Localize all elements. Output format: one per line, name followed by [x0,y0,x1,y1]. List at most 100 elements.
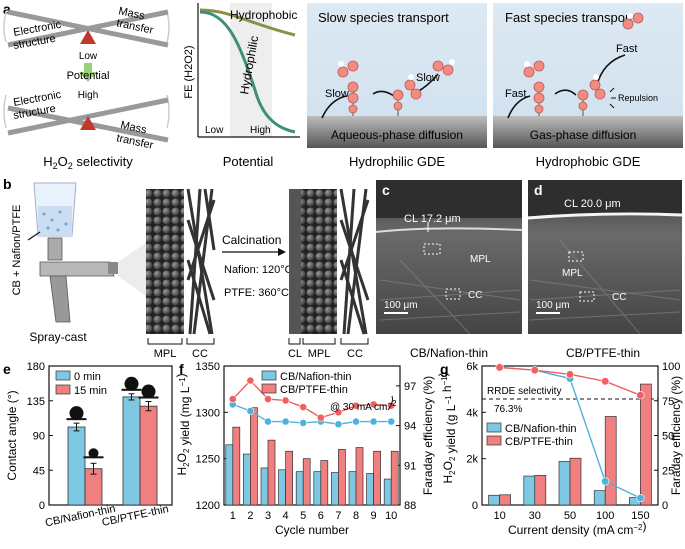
chart-f-point [246,407,255,415]
chart-f-annotation: @ 30 mA cm−2 [330,399,397,413]
fe-plot-ylabel: FE (H2O2) [183,45,195,98]
caption-d: CB/PTFE-thin [566,346,640,360]
chart-g-y2tick-label: 50 [662,431,674,443]
chart-f-bar [302,458,311,506]
chart-e-ylabel: Contact angle (°) [5,390,19,480]
chart-f-annotation-arrow [387,395,393,411]
chart-f-ytick-label: 1350 [196,361,220,373]
chart-f-ylabel: H2O2 yield (mg L−1) [174,373,192,475]
chart-f-xtick-label: 3 [265,510,271,522]
chart-g-point [636,391,645,400]
chart-e-legend-label: 15 min [74,385,107,397]
chart-g-bar [488,494,500,506]
hydrophilic-caption: Hydrophilic GDE [349,154,445,169]
chart-f-bar [243,453,251,506]
chart-f-bar [232,426,241,506]
hydrophobic-caption: Hydrophobic GDE [536,154,641,169]
chart-g-bar [534,474,547,506]
sem-image-c [375,180,523,335]
chart-f-bar [295,471,304,506]
chart-f-point [299,403,308,411]
chart-g-ytick-label: 4k [466,407,478,419]
layer-label-cc-1: CC [192,348,208,360]
seesaw-bottom: High Electronic structure Mass transfer [3,89,170,152]
droplet-icon [141,384,156,399]
droplet-base-icon [121,388,142,391]
chart-g-legend-swatch [486,422,502,433]
chart-f-point [387,417,396,426]
hydrophilic-substrate: Aqueous-phase diffusion [331,128,463,142]
chart-f-y2tick-label: 88 [404,500,416,512]
chart-f-y2tick-label: 91 [404,460,416,472]
spray-cast-label: Spray-cast [29,330,87,344]
hydrophobic-title: Fast species transport [505,10,633,25]
chart-f-point [352,401,360,410]
chart-g-point [601,477,610,486]
droplet-base-icon [138,396,159,399]
chart-g-rrde-label: RRDE selectivity [487,386,561,397]
chart-g-point [495,363,504,372]
chart-f-bar [320,460,329,506]
potential-arrow-icon [79,63,97,82]
hydrophilic-slow-1: Slow [325,88,349,100]
caption-h2o2-selectivity: H2O2 selectivity [43,154,133,171]
chart-f-point [352,417,360,426]
chart-f-xlabel: Cycle number [275,523,349,537]
chart-g-ylabel: H2O2 yield (g L−1 h−1) [436,372,458,483]
sem-c-scale: 100 μm [384,300,418,311]
chart-g-bar [499,494,511,506]
chart-f-xtick-label: 8 [353,510,359,522]
chart-g-point [565,370,575,379]
chart-f-ytick-label: 1250 [196,454,220,466]
chart-e-ytick-label: 0 [39,500,45,512]
chart-g-rrde-value: 76.3% [494,404,522,415]
chart-g-ytick-label: 0 [472,500,478,512]
chart-g-xtick-label: 50 [564,510,576,522]
chart-f-point [316,413,325,422]
hydrophilic-slow-2: Slow [416,72,440,84]
chart-f-point [281,396,290,405]
chart-f-bar [278,469,286,506]
chart-g-point [530,366,539,375]
chart-f-bar [366,473,374,506]
chart-e-legend-swatch [55,370,71,381]
chart-e-ytick-label: 45 [33,465,45,477]
chart-f-legend-swatch [261,383,277,394]
chart-f-bar [373,450,381,506]
chart-g-bar [593,490,606,506]
chart-f-line [232,379,392,419]
chart-f-point [281,417,290,426]
electrode-before: MPL CC [146,188,216,360]
hydrophilic-gde-diagram: Slow species transport Aqueous-phase dif… [307,3,487,169]
chart-f-xtick-label: 6 [318,510,324,522]
chart-f-bar [250,407,258,506]
panel-label-e: e [3,361,11,377]
chart-f-frame [223,365,401,506]
chart-g-bar [604,416,617,506]
chart-f-point [334,420,343,429]
fe-plot-xlabel: Potential [223,154,274,169]
seesaw-bottom-right-1: Mass [119,119,148,136]
chart-e-legend-swatch [55,384,71,395]
chart-g-xtick-label: 10 [493,510,505,522]
chart-f-legend-label: CB/Nafion-thin [280,371,352,383]
chart-e-legend-label: 0 min [74,371,101,383]
chart-f-bar [390,450,399,506]
chart-g-legend-swatch [486,435,502,446]
chart-f-xtick-label: 4 [283,510,289,522]
panel-label-g: g [440,361,449,377]
sem-c-cl: CL 17.2 μm [404,213,461,225]
chart-f-bar [355,447,364,506]
seesaw-bottom-high: High [78,90,99,101]
chart-g-point [601,377,610,386]
chart-g-y2tick-label: 100 [662,361,680,373]
chart-g-y2tick-label: 25 [662,465,674,477]
chart-g-xlabel: Current density (mA cm−2) [508,519,647,537]
chart-e-ytick-label: 90 [33,431,45,443]
potential-arrow-label: Potential [67,70,110,82]
droplet-base-icon [83,456,104,459]
panel-label-a: a [3,1,11,17]
chart-f-xtick-label: 10 [385,510,397,522]
panel-label-c: c [382,182,390,198]
